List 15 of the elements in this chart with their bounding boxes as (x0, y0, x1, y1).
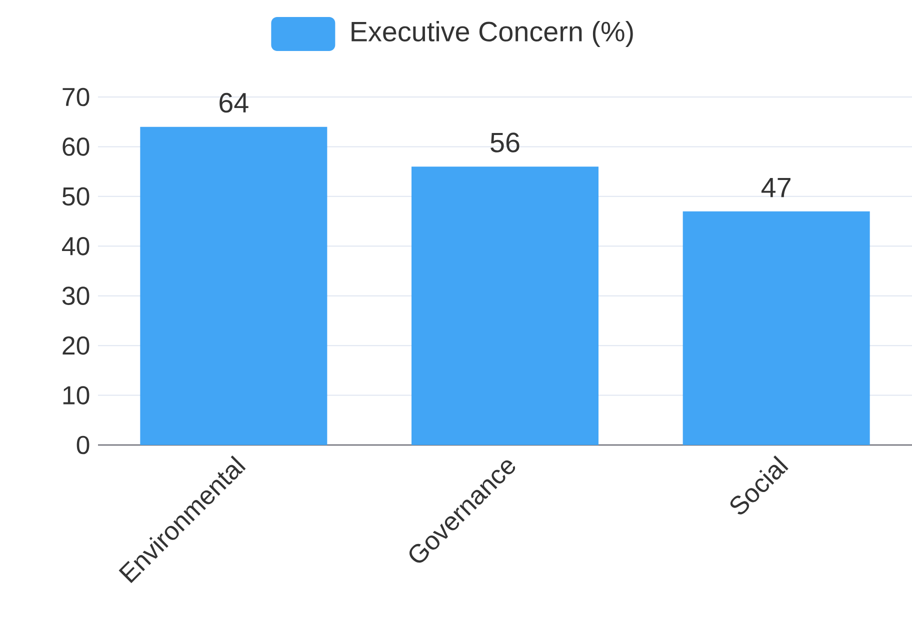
legend-label: Executive Concern (%) (352, 21, 633, 47)
y-tick-label: 60 (62, 138, 90, 156)
y-tick-label: 40 (62, 236, 90, 256)
bar (682, 211, 870, 445)
data-label: 47 (761, 178, 790, 198)
y-tick-label: 50 (62, 187, 90, 206)
y-tick-label: 0 (76, 436, 90, 454)
y-tick-label: 70 (62, 88, 90, 106)
bar (140, 126, 328, 445)
y-tick-label: 20 (62, 336, 90, 355)
data-label: 64 (220, 92, 248, 113)
bar (412, 166, 599, 445)
data-label: 56 (490, 132, 520, 152)
y-tick-label: 10 (63, 386, 90, 404)
y-tick-label: 30 (62, 286, 90, 306)
